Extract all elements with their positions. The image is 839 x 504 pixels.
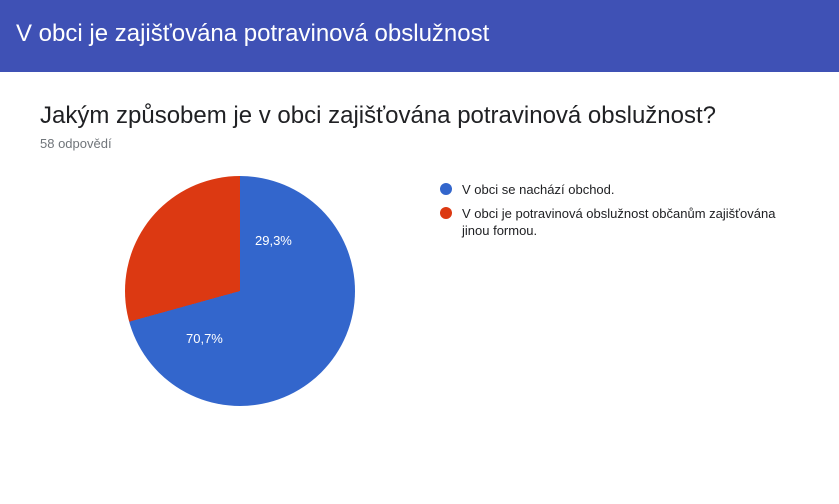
question-title: Jakým způsobem je v obci zajišťována pot…: [40, 102, 799, 130]
chart-area: 70,7%29,3% V obci se nachází obchod.V ob…: [40, 176, 799, 436]
pie-chart: 70,7% 29,3%: [125, 176, 355, 406]
response-count: 58 odpovědí: [40, 136, 799, 151]
legend-item: V obci se nachází obchod.: [440, 181, 799, 199]
pie-slice-label: 70,7%: [186, 331, 223, 346]
legend-text: V obci se nachází obchod.: [462, 181, 615, 199]
legend: V obci se nachází obchod. V obci je potra…: [440, 176, 799, 246]
header-bar: V obci je zajišťována potravinová obsluž…: [0, 0, 839, 72]
legend-swatch: [440, 207, 452, 219]
header-title: V obci je zajišťována potravinová obsluž…: [16, 20, 823, 48]
legend-item: V obci je potravinová obslužnost občanům…: [440, 205, 799, 240]
pie-chart-wrap: 70,7% 29,3%: [40, 176, 440, 436]
pie-slice-label: 29,3%: [255, 233, 292, 248]
content-area: Jakým způsobem je v obci zajišťována pot…: [0, 72, 839, 456]
legend-text: V obci je potravinová obslužnost občanům…: [462, 205, 799, 240]
legend-swatch: [440, 183, 452, 195]
